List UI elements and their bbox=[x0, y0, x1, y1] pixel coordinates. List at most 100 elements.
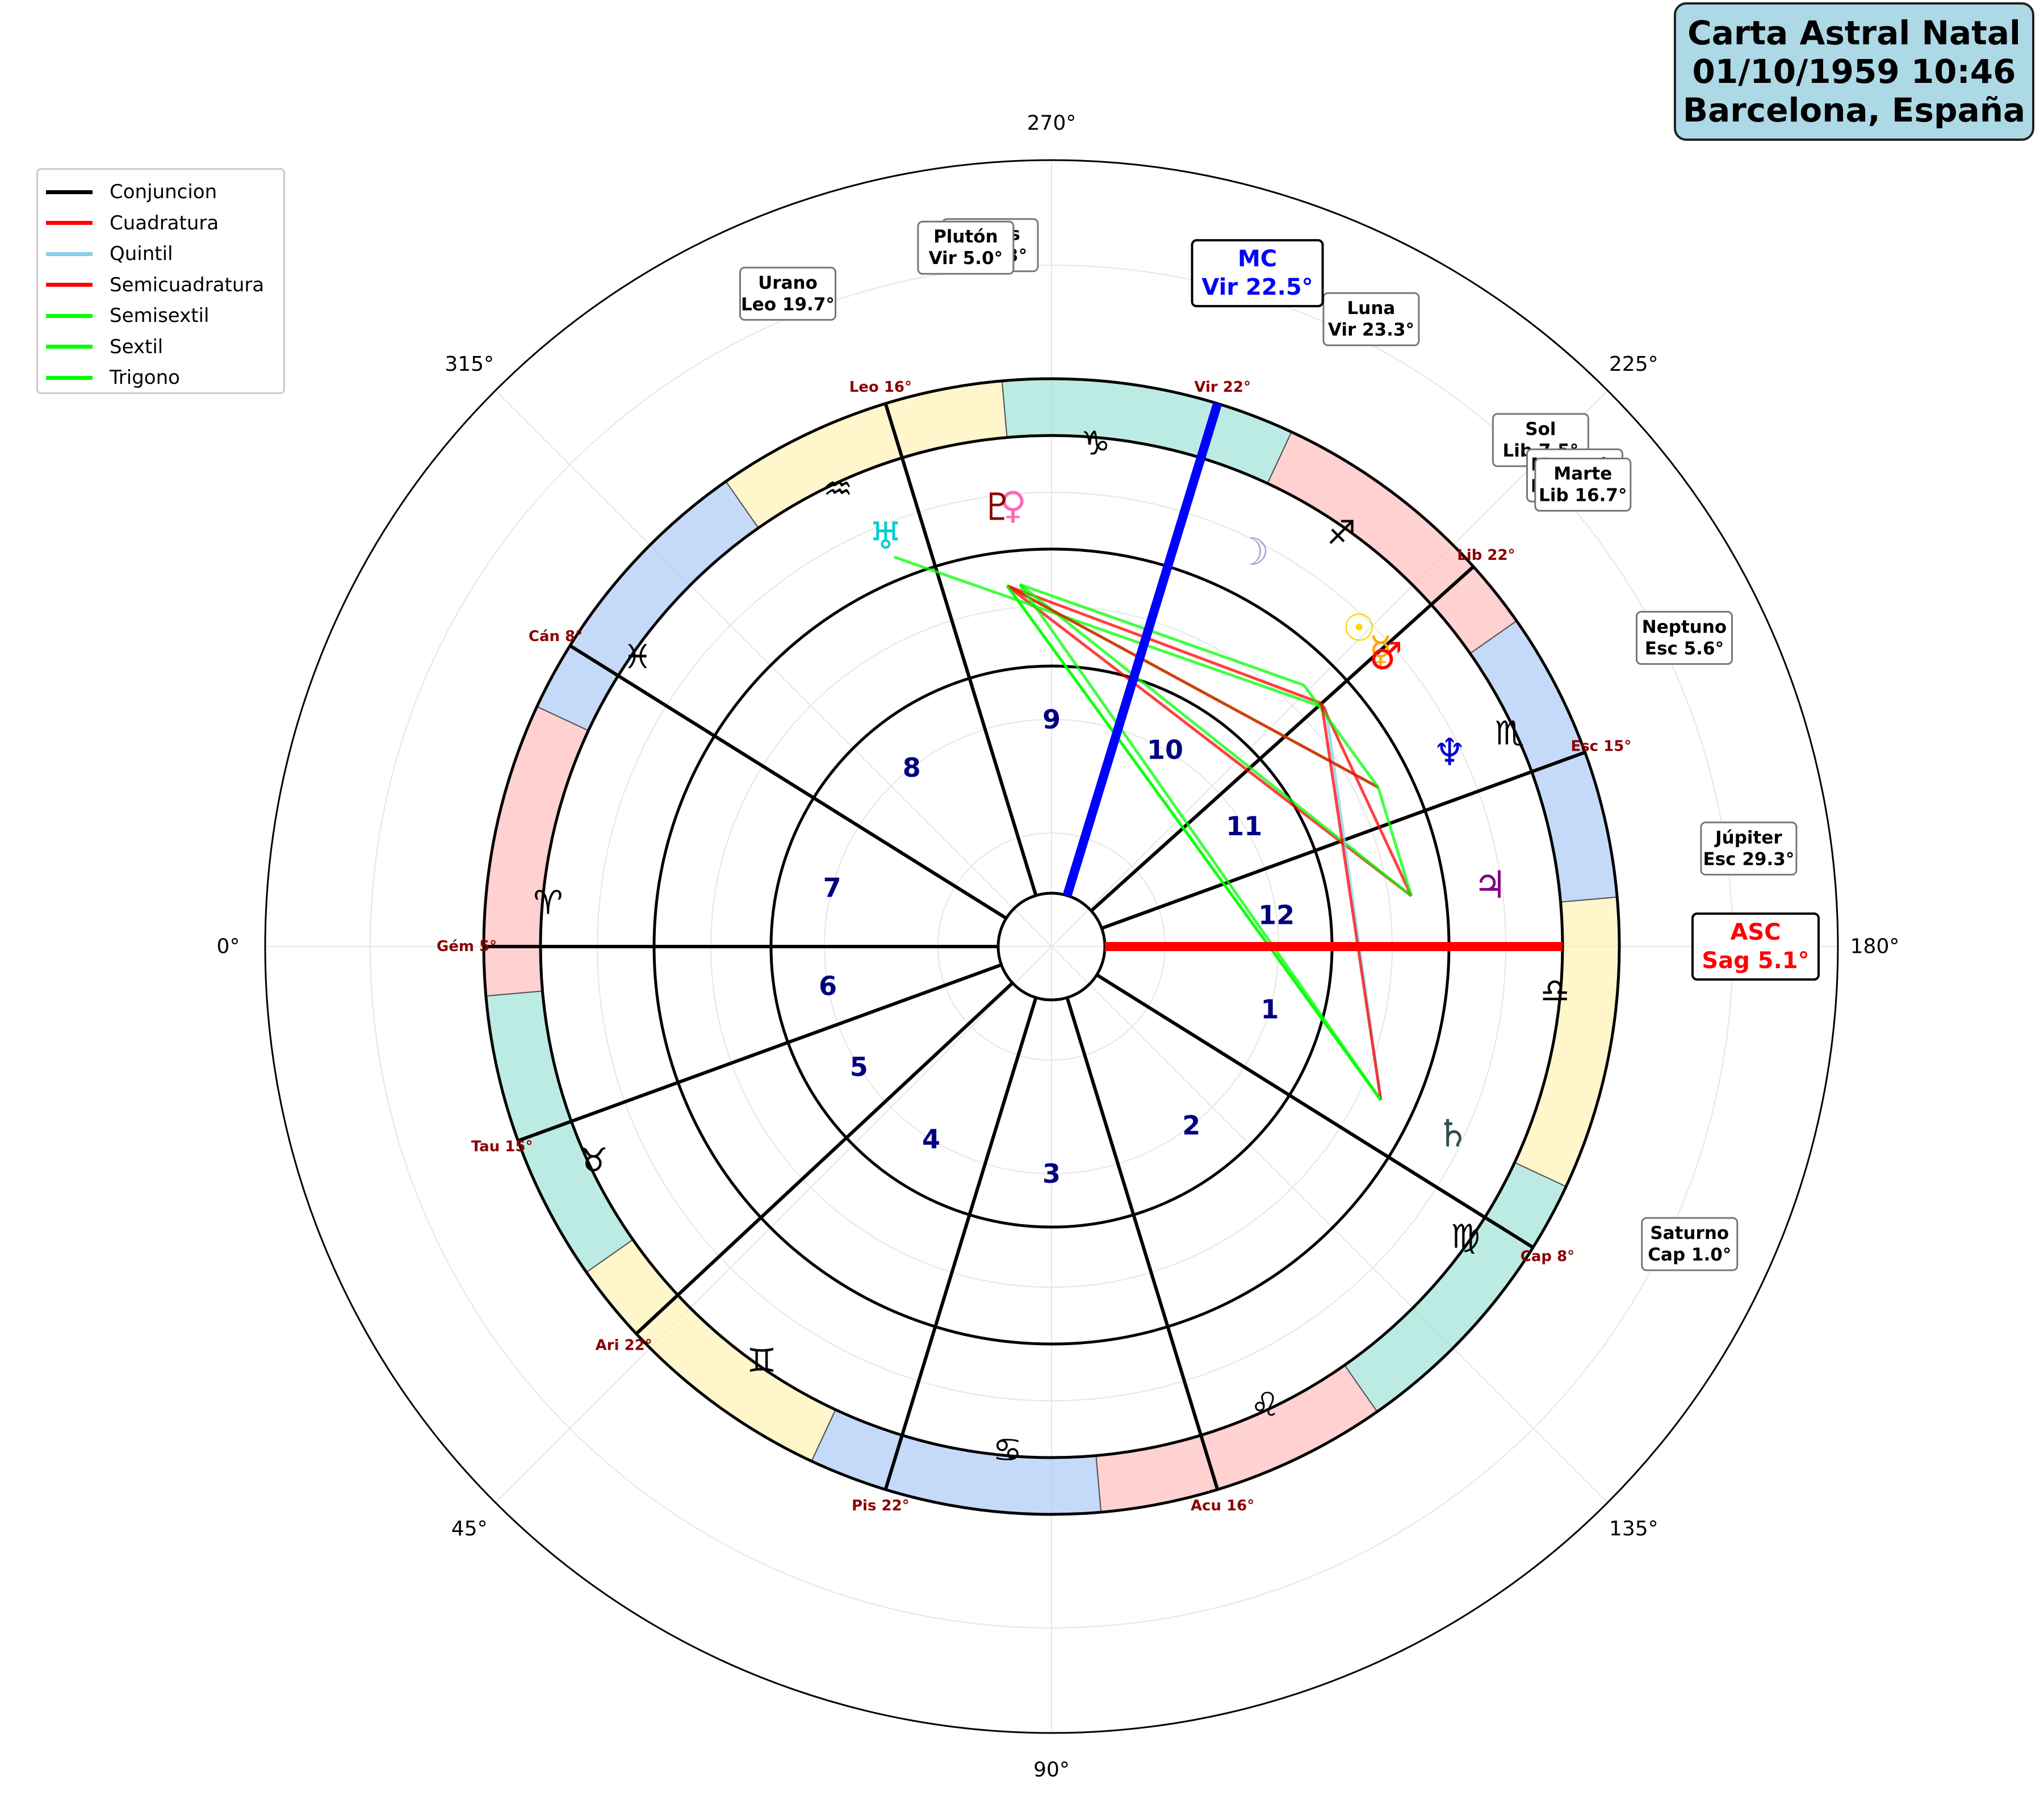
aspect-line bbox=[1019, 584, 1383, 1101]
zodiac-sign-segment bbox=[1267, 431, 1518, 655]
angle-label: 180° bbox=[1850, 935, 1900, 958]
angle-label: 45° bbox=[451, 1517, 488, 1540]
legend-swatch bbox=[46, 345, 93, 349]
zodiac-sign-glyph: ♒ bbox=[823, 469, 853, 508]
planet-label-text: Júpiter bbox=[1714, 827, 1782, 848]
cusp-label: Gém 5° bbox=[437, 938, 497, 955]
house-number: 12 bbox=[1258, 899, 1295, 930]
chart-date: 01/10/1959 10:46 bbox=[1692, 52, 2016, 91]
planet-glyph: ☿ bbox=[1369, 629, 1392, 672]
aspect-line bbox=[1320, 703, 1383, 1100]
chart-title: Carta Astral Natal bbox=[1687, 14, 2021, 52]
asc-label-text: Sag 5.1° bbox=[1702, 948, 1809, 974]
legend-swatch bbox=[46, 252, 93, 256]
legend-label: Trigono bbox=[110, 366, 180, 390]
house-cusp-line bbox=[883, 403, 1038, 896]
zodiac-sign-glyph: ♈ bbox=[533, 883, 563, 922]
planet-glyph: ♄ bbox=[1436, 1112, 1469, 1156]
cusp-label: Lib 22° bbox=[1457, 547, 1515, 564]
planet-glyph: ♆ bbox=[1433, 731, 1466, 775]
grid-spoke bbox=[495, 390, 1052, 947]
angle-tick-labels: 0° 45° 90° 135° 180° 225° 270° 315° bbox=[217, 112, 1900, 1782]
house-number: 3 bbox=[1042, 1158, 1061, 1189]
angle-label: 0° bbox=[217, 935, 240, 958]
aspect-line bbox=[893, 555, 1326, 710]
house-cusp-line bbox=[1096, 973, 1534, 1249]
planet-label-text: Esc 29.3° bbox=[1703, 849, 1795, 869]
planet-label-text: Luna bbox=[1347, 298, 1396, 319]
cusp-label: Tau 15° bbox=[471, 1138, 533, 1155]
asc-label: ASC Sag 5.1° bbox=[1691, 912, 1820, 981]
outer-frame-circle bbox=[264, 159, 1839, 1734]
planet-label-text: Vir 23.3° bbox=[1328, 320, 1414, 340]
house-number: 6 bbox=[819, 970, 837, 1001]
legend-item: Semisextil bbox=[46, 300, 275, 332]
legend-label: Quintil bbox=[110, 242, 173, 266]
planet-glyph: ☉ bbox=[1342, 606, 1376, 650]
cusp-label: Cán 8° bbox=[529, 628, 583, 645]
legend-item: Conjuncion bbox=[46, 177, 275, 208]
house-cusp-line bbox=[883, 997, 1038, 1491]
legend-swatch bbox=[46, 313, 93, 318]
planet-glyph: ♇ bbox=[981, 485, 1014, 529]
aspect-line bbox=[1302, 684, 1380, 788]
planet-label-text: Neptuno bbox=[1642, 617, 1727, 637]
planet-label-box bbox=[917, 220, 1015, 275]
house-number: 7 bbox=[823, 872, 841, 903]
planet-label-text: Vir 5.0° bbox=[929, 248, 1003, 269]
legend-swatch bbox=[46, 375, 93, 380]
legend-label: Conjuncion bbox=[110, 181, 217, 204]
planet-label-text: Leo 19.7° bbox=[741, 294, 835, 315]
zodiac-sign-glyph: ♎ bbox=[1540, 972, 1570, 1010]
angle-label: 225° bbox=[1609, 353, 1658, 376]
house-number: 5 bbox=[850, 1052, 868, 1082]
zodiac-sign-glyph: ♋ bbox=[992, 1431, 1022, 1470]
angle-label: 270° bbox=[1027, 112, 1077, 135]
zodiac-sign-glyph: ♌ bbox=[1250, 1385, 1280, 1424]
aspect-legend: Conjuncion Cuadratura Quintil Semicuadra… bbox=[36, 168, 285, 394]
house-cusp-line bbox=[635, 981, 1014, 1336]
chart-title-box: Carta Astral Natal 01/10/1959 10:46 Barc… bbox=[1674, 2, 2034, 141]
zodiac-sign-segment bbox=[1514, 896, 1620, 1187]
cusp-label: Cap 8° bbox=[1521, 1248, 1574, 1265]
asc-mc-axes bbox=[1062, 402, 1563, 951]
aspect-line bbox=[1376, 786, 1413, 897]
aspect-line bbox=[1007, 584, 1322, 705]
cusp-label: Acu 16° bbox=[1191, 1497, 1254, 1514]
house-cusp-line bbox=[569, 644, 1007, 920]
legend-item: Quintil bbox=[46, 238, 275, 270]
house-cusps: Gém 5° Tau 15° Ari 22° Pis 22° Acu 16° Cap 8°… bbox=[437, 379, 1631, 1514]
house-cusp-line bbox=[1065, 997, 1220, 1491]
legend-item: Semicuadratura bbox=[46, 270, 275, 301]
planet-glyphs: ☉ ☽ ☿ ♀ ♂ ♃ ♄ ♅ ♆ ♇ bbox=[869, 483, 1507, 1156]
planet-label-text: Urano bbox=[758, 273, 818, 293]
mc-axis-line bbox=[1062, 402, 1222, 897]
planet-glyph: ☽ bbox=[1236, 530, 1270, 574]
house-cusp-line bbox=[517, 963, 1002, 1142]
zodiac-sign-segment bbox=[483, 706, 589, 997]
angle-label: 90° bbox=[1033, 1759, 1070, 1782]
house-number: 11 bbox=[1226, 811, 1262, 842]
planet-label-box bbox=[1534, 457, 1632, 512]
grid-spoke bbox=[1051, 946, 1609, 1504]
cusp-label: Pis 22° bbox=[852, 1497, 910, 1514]
legend-swatch bbox=[46, 283, 93, 287]
zodiac-sign-glyph: ♓ bbox=[623, 638, 652, 676]
legend-item: Cuadratura bbox=[46, 208, 275, 239]
planet-glyph: ♀ bbox=[999, 483, 1027, 527]
mc-label-text: MC bbox=[1238, 246, 1277, 272]
planet-label-box bbox=[1700, 821, 1798, 876]
cusp-label: Ari 22° bbox=[596, 1337, 652, 1354]
legend-swatch bbox=[46, 190, 93, 194]
legend-item: Sextil bbox=[46, 332, 275, 363]
cusp-label: Esc 15° bbox=[1570, 738, 1631, 755]
